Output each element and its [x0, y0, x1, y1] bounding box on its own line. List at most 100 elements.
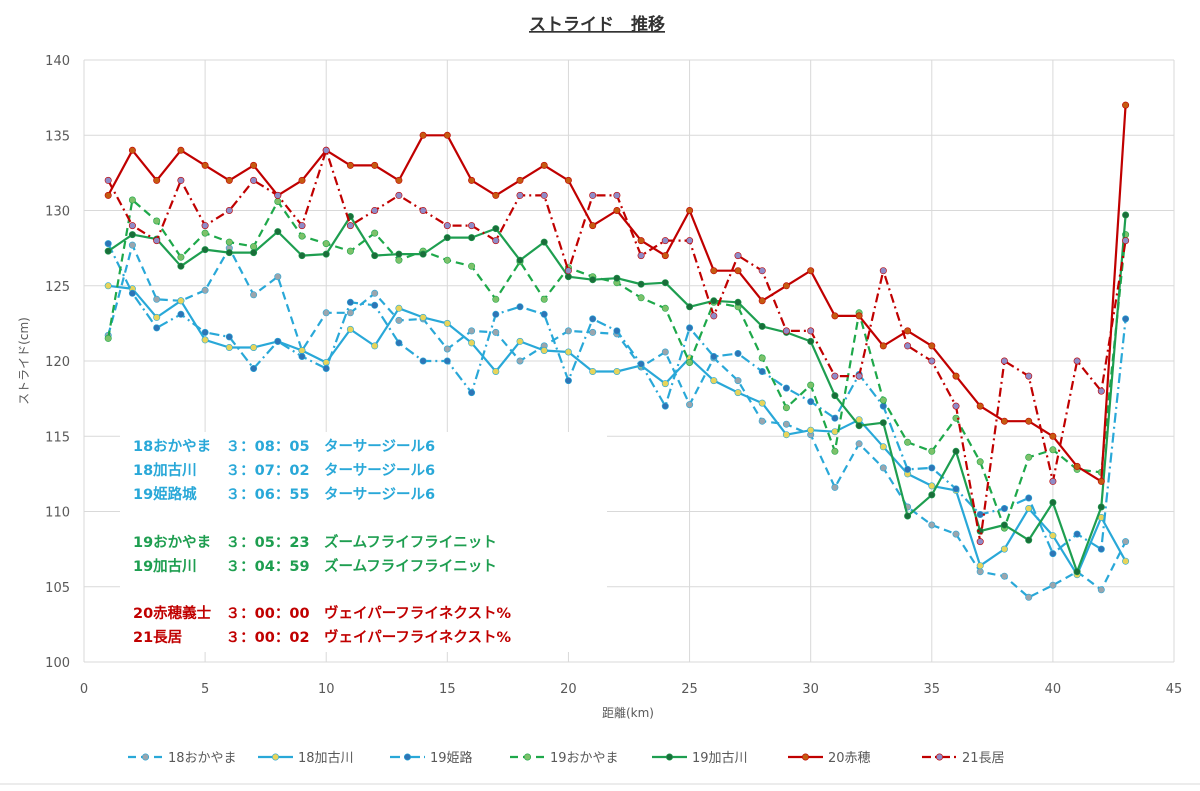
data-point: [250, 176, 258, 184]
data-point: [274, 273, 282, 281]
annotation-text: 21長居 ３：00：02 ヴェイパーフライネクスト%: [133, 628, 511, 646]
data-point: [564, 176, 572, 184]
data-point: [1122, 315, 1130, 323]
data-point: [443, 345, 451, 353]
data-point: [1025, 417, 1033, 425]
data-point: [734, 389, 742, 397]
y-tick-label: 130: [45, 205, 70, 220]
data-point: [928, 357, 936, 365]
data-point: [128, 196, 136, 204]
data-point: [952, 447, 960, 455]
data-point: [468, 262, 476, 270]
data-point: [104, 240, 112, 248]
data-point: [177, 262, 185, 270]
legend-label: 21長居: [962, 751, 1005, 766]
data-point: [637, 280, 645, 288]
data-point: [1122, 237, 1130, 245]
data-point: [564, 327, 572, 335]
data-point: [1049, 477, 1057, 485]
x-tick-label: 0: [80, 682, 88, 697]
data-point: [758, 367, 766, 375]
data-point: [443, 357, 451, 365]
data-point: [540, 346, 548, 354]
data-point: [153, 237, 161, 245]
data-point: [710, 352, 718, 360]
data-point: [371, 207, 379, 215]
data-point: [395, 304, 403, 312]
legend-swatch-marker: [801, 753, 809, 761]
data-point: [807, 381, 815, 389]
y-tick-label: 105: [45, 581, 70, 596]
y-tick-label: 110: [45, 506, 70, 521]
data-point: [782, 384, 790, 392]
legend-swatch-marker: [142, 753, 150, 761]
data-point: [177, 297, 185, 305]
data-point: [1049, 432, 1057, 440]
data-point: [419, 313, 427, 321]
data-point: [904, 438, 912, 446]
data-point: [637, 360, 645, 368]
data-point: [879, 342, 887, 350]
data-point: [879, 419, 887, 427]
data-point: [928, 482, 936, 490]
data-point: [177, 253, 185, 261]
annotation-box: [120, 432, 607, 652]
x-tick-label: 45: [1166, 682, 1183, 697]
data-point: [395, 176, 403, 184]
data-point: [346, 222, 354, 230]
data-point: [346, 298, 354, 306]
data-point: [274, 228, 282, 236]
data-point: [201, 161, 209, 169]
data-point: [831, 483, 839, 491]
data-point: [1025, 453, 1033, 461]
data-point: [1049, 581, 1057, 589]
data-point: [419, 357, 427, 365]
data-point: [443, 256, 451, 264]
data-point: [734, 298, 742, 306]
data-point: [589, 367, 597, 375]
data-point: [492, 328, 500, 336]
data-point: [710, 267, 718, 275]
data-point: [298, 222, 306, 230]
series-19姫路: [104, 240, 1130, 558]
data-point: [686, 401, 694, 409]
data-point: [807, 426, 815, 434]
data-point: [468, 339, 476, 347]
series-19おかやま: [104, 196, 1130, 532]
data-point: [153, 324, 161, 332]
data-point: [128, 289, 136, 297]
legend-swatch-marker: [935, 753, 943, 761]
data-point: [831, 312, 839, 320]
data-point: [201, 336, 209, 344]
data-point: [589, 276, 597, 284]
data-point: [734, 252, 742, 260]
legend-label: 20赤穂: [828, 751, 871, 766]
data-point: [637, 252, 645, 260]
data-point: [250, 161, 258, 169]
data-point: [686, 303, 694, 311]
data-point: [807, 327, 815, 335]
x-axis-label: 距離(km): [602, 706, 654, 720]
data-point: [807, 398, 815, 406]
data-point: [128, 241, 136, 249]
data-point: [128, 146, 136, 154]
data-point: [177, 146, 185, 154]
data-point: [250, 243, 258, 251]
data-point: [661, 279, 669, 287]
data-point: [831, 414, 839, 422]
data-point: [1025, 593, 1033, 601]
data-point: [516, 337, 524, 345]
data-point: [613, 367, 621, 375]
legend-swatch-marker: [523, 753, 531, 761]
y-tick-label: 120: [45, 355, 70, 370]
data-point: [1000, 572, 1008, 580]
data-point: [153, 313, 161, 321]
legend-label: 18おかやま: [168, 751, 237, 766]
data-point: [492, 237, 500, 245]
legend-swatch-marker: [403, 753, 411, 761]
data-point: [1049, 446, 1057, 454]
annotation-text: 19おかやま ３：05：23 ズームフライフライニット: [133, 533, 497, 551]
data-point: [225, 207, 233, 215]
data-point: [201, 246, 209, 254]
y-tick-label: 140: [45, 54, 70, 69]
